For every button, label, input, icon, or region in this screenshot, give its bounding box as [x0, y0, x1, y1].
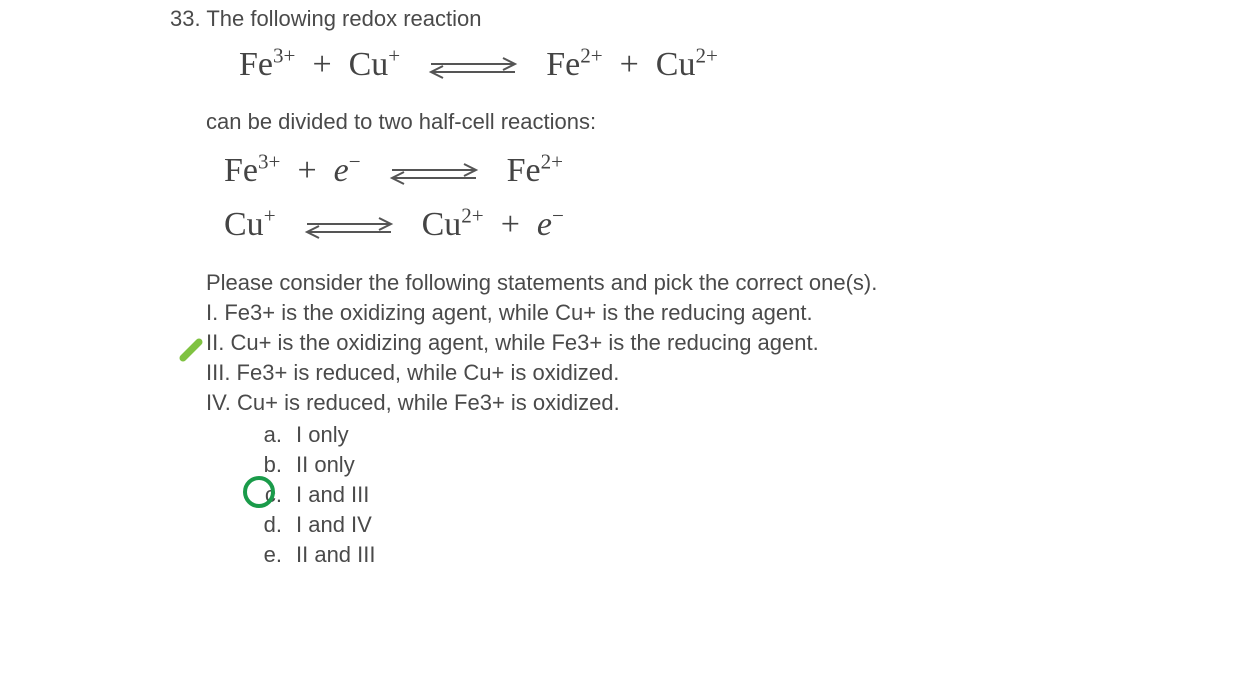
question-number-line: 33. The following redox reaction — [170, 6, 481, 32]
option-e[interactable]: e. II and III — [248, 540, 376, 570]
half-reaction-2: Cu+ Cu2+ + e− — [224, 206, 564, 244]
statement-1: I. Fe3+ is the oxidizing agent, while Cu… — [206, 300, 813, 326]
option-text: I and III — [296, 480, 369, 510]
option-text: II only — [296, 450, 355, 480]
option-letter: a. — [248, 420, 296, 450]
statement-2: II. Cu+ is the oxidizing agent, while Fe… — [206, 330, 819, 356]
option-letter: d. — [248, 510, 296, 540]
equation-main: Fe3+ + Cu+ Fe2+ + Cu2+ — [239, 46, 718, 84]
options-list: a. I only b. II only c. I and III d. I a… — [248, 420, 376, 570]
statement-3: III. Fe3+ is reduced, while Cu+ is oxidi… — [206, 360, 619, 386]
option-text: II and III — [296, 540, 376, 570]
option-a[interactable]: a. I only — [248, 420, 376, 450]
question-prompt: The following redox reaction — [206, 6, 481, 31]
option-letter: b. — [248, 450, 296, 480]
option-b[interactable]: b. II only — [248, 450, 376, 480]
option-c[interactable]: c. I and III — [248, 480, 376, 510]
option-text: I and IV — [296, 510, 372, 540]
statement-4: IV. Cu+ is reduced, while Fe3+ is oxidiz… — [206, 390, 620, 416]
half-reaction-1: Fe3+ + e− Fe2+ — [224, 152, 563, 190]
option-letter: e. — [248, 540, 296, 570]
option-letter: c. — [248, 480, 296, 510]
consider-text: Please consider the following statements… — [206, 270, 877, 296]
option-text: I only — [296, 420, 349, 450]
question-number: 33. — [170, 6, 201, 31]
divided-text: can be divided to two half-cell reaction… — [206, 109, 596, 135]
option-d[interactable]: d. I and IV — [248, 510, 376, 540]
